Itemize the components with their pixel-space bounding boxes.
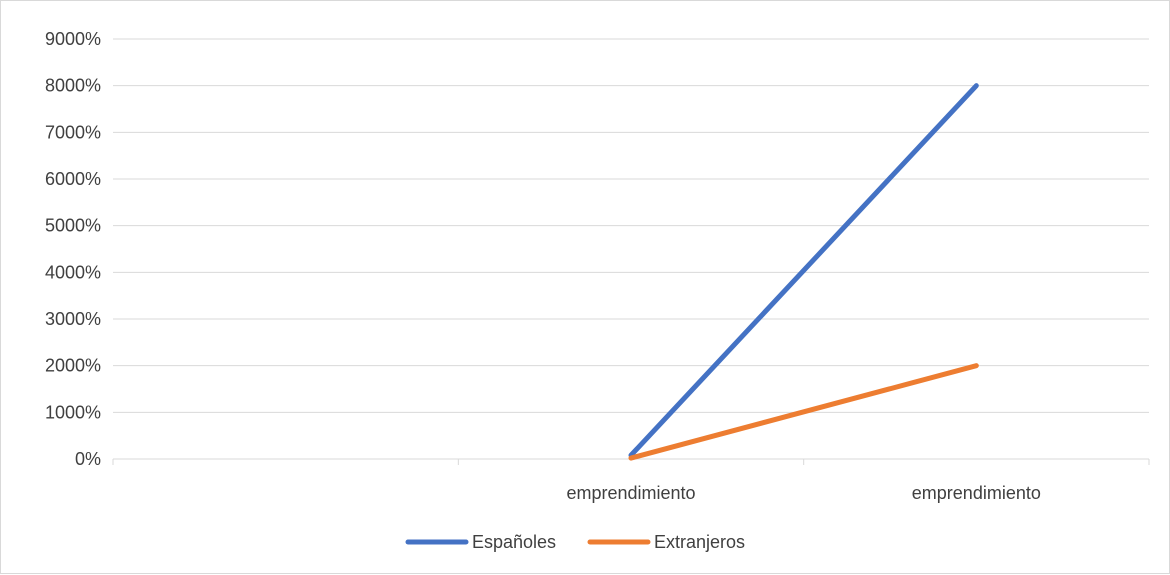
y-tick-label: 2000%: [45, 356, 101, 376]
series-lines: [628, 83, 979, 461]
gridlines: [113, 38, 1149, 413]
x-tick-label: emprendimiento: [566, 483, 695, 503]
y-tick-label: 7000%: [45, 122, 101, 142]
x-tick-label: emprendimiento: [912, 483, 1041, 503]
legend-item-españoles: Españoles: [405, 532, 556, 552]
y-tick-label: 3000%: [45, 309, 101, 329]
y-axis-tick-labels: 0% 1000% 2000% 3000% 4000% 5000% 6000% 7000% 800…: [45, 29, 101, 469]
y-tick-label: 8000%: [45, 76, 101, 96]
y-tick-label: 0%: [75, 449, 101, 469]
y-tick-label: 6000%: [45, 169, 101, 189]
series-line-españoles: [628, 83, 979, 458]
legend: Españoles Extranjeros: [405, 532, 745, 552]
legend-label: Españoles: [472, 532, 556, 552]
legend-label: Extranjeros: [654, 532, 745, 552]
series-line-extranjeros: [628, 363, 979, 461]
y-tick-label: 5000%: [45, 216, 101, 236]
y-tick-label: 9000%: [45, 29, 101, 49]
legend-item-extranjeros: Extranjeros: [587, 532, 745, 552]
y-tick-label: 4000%: [45, 262, 101, 282]
y-tick-label: 1000%: [45, 402, 101, 422]
x-axis-tick-labels: emprendimiento emprendimiento: [566, 483, 1040, 503]
